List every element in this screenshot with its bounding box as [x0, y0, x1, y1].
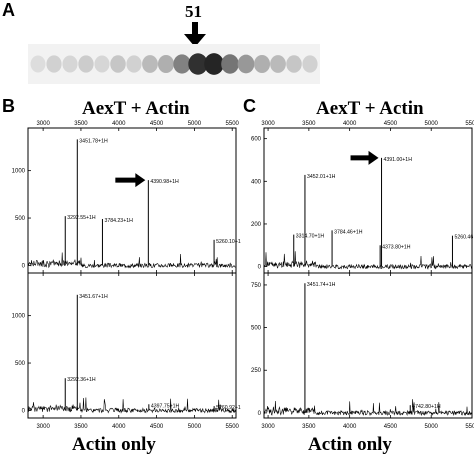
peak-label: 3451.78+1H: [79, 138, 108, 144]
y-tick-label: 500: [251, 326, 262, 332]
x-tick-label: 5000: [188, 424, 202, 430]
panel-c-title: AexT + Actin: [316, 98, 424, 119]
blot-spot: [94, 55, 110, 73]
x-tick-label: 4500: [384, 121, 398, 127]
plot-frame: [263, 272, 473, 419]
gel-blot: [28, 44, 320, 84]
fraction-51-label: 51: [185, 2, 202, 21]
x-tick-label: 3500: [302, 424, 316, 430]
arrow-down-icon: [184, 22, 206, 47]
x-tick-label: 4500: [384, 424, 398, 430]
panel-a-letter: A: [2, 0, 15, 20]
peak-label: 4391.00+1H: [384, 157, 413, 163]
blot-spot: [173, 54, 191, 74]
spectrum-b-top: 3000 3500 4000 4500 5000 5500 0 500 1000 3292.55+…: [12, 121, 241, 274]
peak-label: 4373.80+1H: [382, 244, 411, 250]
spectrum-c-bottom: 3000 3500 4000 4500 5000 5500 0 250 500 750 3451.7…: [251, 272, 474, 430]
y-tick-label: 200: [251, 222, 262, 228]
blot-spot: [286, 55, 302, 73]
peak-label: 3451.74+1H: [307, 282, 336, 288]
x-tick-label: 3500: [74, 121, 88, 127]
y-tick-label: 0: [258, 411, 262, 417]
peak-label: 4742.80+1H: [412, 404, 441, 410]
peak-label: 3314.70+1H: [296, 234, 325, 240]
panel-b-title: AexT + Actin: [82, 98, 190, 119]
peak-label: 3451.67+1H: [79, 294, 108, 300]
arrow-right-icon: [115, 173, 146, 188]
y-tick-label: 250: [251, 368, 262, 374]
x-tick-label: 5500: [465, 121, 474, 127]
blot-spot: [78, 55, 94, 73]
x-tick-label: 3500: [302, 121, 316, 127]
arrow-right-icon: [350, 150, 379, 165]
spectrum-trace: [27, 397, 237, 414]
blot-spot: [270, 55, 286, 73]
x-tick-label: 5000: [425, 424, 439, 430]
x-tick-label: 3500: [74, 424, 88, 430]
x-tick-label: 5500: [465, 424, 474, 430]
x-tick-label: 5000: [425, 121, 439, 127]
peak-label: 3784.23+1H: [104, 218, 133, 224]
blot-spot: [142, 55, 158, 73]
x-tick-label: 3000: [36, 424, 50, 430]
panel-c-footer: Actin only: [308, 434, 392, 455]
y-tick-label: 1000: [12, 314, 26, 320]
x-tick-label: 4500: [150, 424, 164, 430]
panel-b-letter: B: [2, 96, 15, 116]
plot-frame: [27, 272, 237, 419]
peak-label: 4390.98+1H: [150, 179, 179, 185]
blot-spot: [30, 55, 46, 73]
plot-frame: [263, 127, 473, 274]
blot-spot: [204, 53, 224, 75]
y-tick-label: 500: [15, 361, 26, 367]
y-tick-label: 500: [15, 216, 26, 222]
x-tick-label: 4000: [343, 424, 357, 430]
peak-label: 3292.55+1H: [67, 215, 96, 221]
peak-label: 3292.36+1H: [67, 377, 96, 383]
y-tick-label: 0: [258, 265, 262, 271]
peak-label: 5260.46: [454, 235, 473, 241]
blot-spot: [302, 55, 318, 73]
plot-frame: [27, 127, 237, 274]
y-tick-label: 600: [251, 137, 262, 143]
blot-spot: [62, 55, 78, 73]
y-tick-label: 750: [251, 283, 262, 289]
panel-b-footer: Actin only: [72, 434, 156, 455]
blot-spot: [253, 54, 271, 74]
x-tick-label: 4000: [112, 424, 126, 430]
x-tick-label: 3000: [36, 121, 50, 127]
peak-label: 5260.92+1: [216, 405, 241, 411]
x-tick-label: 4000: [112, 121, 126, 127]
peak-label: 3452.01+1H: [307, 174, 336, 180]
x-tick-label: 4500: [150, 121, 164, 127]
x-tick-label: 4000: [343, 121, 357, 127]
spectrum-trace: [27, 252, 237, 269]
y-tick-label: 0: [22, 408, 26, 414]
peak-label: 3784.46+1H: [334, 229, 363, 235]
blot-spot: [237, 54, 255, 74]
y-tick-label: 1000: [12, 169, 26, 175]
blot-spot: [126, 55, 142, 73]
peak-label: 4397.75+1H: [151, 403, 180, 409]
blot-spot: [157, 54, 175, 74]
blot-spot: [188, 53, 208, 75]
blot-spot: [110, 55, 126, 73]
x-tick-label: 5500: [226, 121, 240, 127]
blot-spot: [46, 55, 62, 73]
spectra-plots: 3000 3500 4000 4500 5000 5500050010003292.55+…: [12, 121, 474, 430]
spectrum-c-top: 3000 3500 4000 4500 5000 5500 0 200 400 600 3314.7…: [251, 121, 474, 274]
y-tick-label: 0: [22, 263, 26, 269]
spectrum-trace: [263, 399, 473, 417]
x-tick-label: 5500: [226, 424, 240, 430]
peak-label: 5260.10+1: [216, 239, 241, 245]
x-tick-label: 3000: [261, 121, 275, 127]
y-tick-label: 400: [251, 179, 262, 185]
panel-c-letter: C: [243, 96, 256, 116]
spectrum-b-bottom: 3000 3500 4000 4500 5000 5500 0 500 1000 3292.36+…: [12, 272, 241, 430]
spectrum-trace: [263, 251, 473, 270]
blot-spot: [221, 54, 239, 74]
x-tick-label: 3000: [261, 424, 275, 430]
x-tick-label: 5000: [188, 121, 202, 127]
